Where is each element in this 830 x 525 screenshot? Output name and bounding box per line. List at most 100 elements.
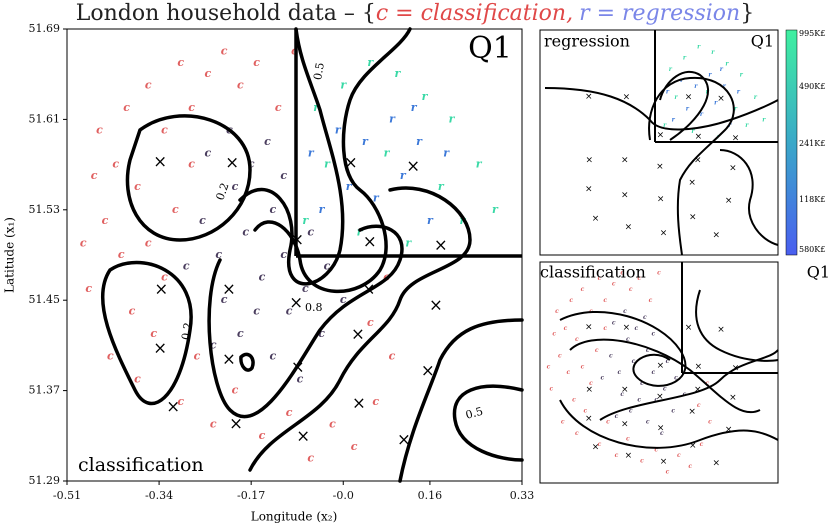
- point: c: [318, 327, 325, 340]
- point: c: [269, 350, 276, 363]
- point: c: [253, 305, 260, 318]
- point: c: [237, 327, 244, 340]
- point: c: [329, 418, 336, 431]
- point: r: [302, 214, 309, 227]
- point: c: [242, 225, 249, 238]
- inducing-point: ×: [625, 222, 633, 232]
- point: c: [666, 468, 670, 475]
- inducing-point: ×: [296, 426, 310, 445]
- inducing-point: ×: [586, 385, 594, 395]
- point: r: [357, 225, 364, 238]
- point: r: [666, 88, 670, 95]
- inducing-point: ×: [585, 414, 593, 424]
- point: c: [177, 56, 184, 69]
- point: c: [606, 419, 610, 426]
- point: r: [697, 43, 701, 50]
- point: r: [720, 66, 724, 73]
- point: r: [669, 66, 673, 73]
- point: r: [680, 77, 684, 84]
- point: c: [183, 259, 190, 272]
- point: r: [476, 158, 483, 171]
- inducing-point: ×: [689, 212, 697, 222]
- point: r: [367, 56, 374, 69]
- point: c: [660, 430, 664, 437]
- point: c: [629, 408, 633, 415]
- point: c: [210, 418, 217, 431]
- point: c: [102, 214, 109, 227]
- inducing-point: ×: [585, 92, 593, 102]
- point: c: [297, 372, 304, 385]
- point: c: [612, 281, 616, 288]
- point: c: [172, 203, 179, 216]
- point: c: [637, 397, 641, 404]
- inducing-point: ×: [625, 451, 633, 461]
- point: c: [674, 375, 678, 382]
- point: c: [555, 308, 559, 315]
- inducing-point: ×: [222, 280, 236, 299]
- point: r: [389, 112, 396, 125]
- inducing-point: ×: [694, 155, 702, 165]
- point: c: [552, 330, 556, 337]
- marks: c c c c c c c c c c c c c c c c c c c c c c c c c c c c c c c c c c c c c c c c…: [80, 43, 766, 475]
- point: c: [107, 350, 114, 363]
- point: c: [221, 293, 228, 306]
- inducing-point: ×: [688, 407, 696, 417]
- point: c: [688, 463, 692, 470]
- contour-label: 0.2: [213, 181, 231, 202]
- point: c: [150, 327, 157, 340]
- point: r: [683, 55, 687, 62]
- inducing-point: ×: [689, 441, 697, 451]
- point: c: [221, 45, 228, 58]
- inducing-point: ×: [585, 185, 593, 195]
- point: c: [654, 446, 658, 453]
- title-regression: r = regression: [579, 1, 740, 26]
- inducing-point: ×: [657, 131, 665, 141]
- colorbar-label: 118K£: [799, 195, 825, 204]
- point: r: [708, 72, 712, 79]
- point: c: [145, 237, 152, 250]
- point: c: [626, 435, 630, 442]
- point: c: [677, 452, 681, 459]
- point: c: [603, 325, 607, 332]
- point: c: [615, 413, 619, 420]
- point: c: [618, 369, 622, 376]
- inducing-point: ×: [421, 361, 435, 380]
- point: r: [700, 111, 704, 118]
- point: c: [615, 452, 619, 459]
- point: r: [740, 72, 744, 79]
- point: c: [705, 380, 709, 387]
- colorbar-labels: 995K£ 490K£ 241K£ 118K£ 580K£: [799, 29, 825, 254]
- point: c: [581, 363, 585, 370]
- point: c: [199, 214, 206, 227]
- inducing-point: ×: [695, 362, 703, 372]
- inducing-point: ×: [732, 134, 740, 144]
- point: c: [91, 169, 98, 182]
- point: r: [395, 67, 402, 80]
- point: r: [411, 101, 418, 114]
- point: c: [652, 330, 656, 337]
- point: c: [567, 369, 571, 376]
- inducing-point: ×: [363, 232, 377, 251]
- point: c: [112, 158, 119, 171]
- point: c: [275, 101, 282, 114]
- point: c: [237, 79, 244, 92]
- point: c: [708, 419, 712, 426]
- point: r: [492, 203, 499, 216]
- y-tick-label: 51.29: [29, 474, 61, 487]
- contour-labels: 0.5 0.2 0.8 0.5 0.2: [179, 62, 484, 422]
- point: c: [188, 101, 195, 114]
- point: c: [640, 380, 644, 387]
- point: c: [269, 203, 276, 216]
- quadrant-label: Q1: [468, 31, 512, 66]
- point: c: [204, 146, 211, 159]
- inducing-point: ×: [592, 214, 600, 224]
- point: r: [674, 94, 678, 101]
- point: r: [745, 122, 749, 129]
- point: c: [637, 275, 641, 282]
- point: c: [253, 56, 260, 69]
- contour-label: 0.5: [464, 405, 484, 422]
- reg-task: regression: [544, 32, 630, 51]
- point: c: [569, 297, 573, 304]
- inducing-point: ×: [621, 385, 629, 395]
- point: c: [204, 67, 211, 80]
